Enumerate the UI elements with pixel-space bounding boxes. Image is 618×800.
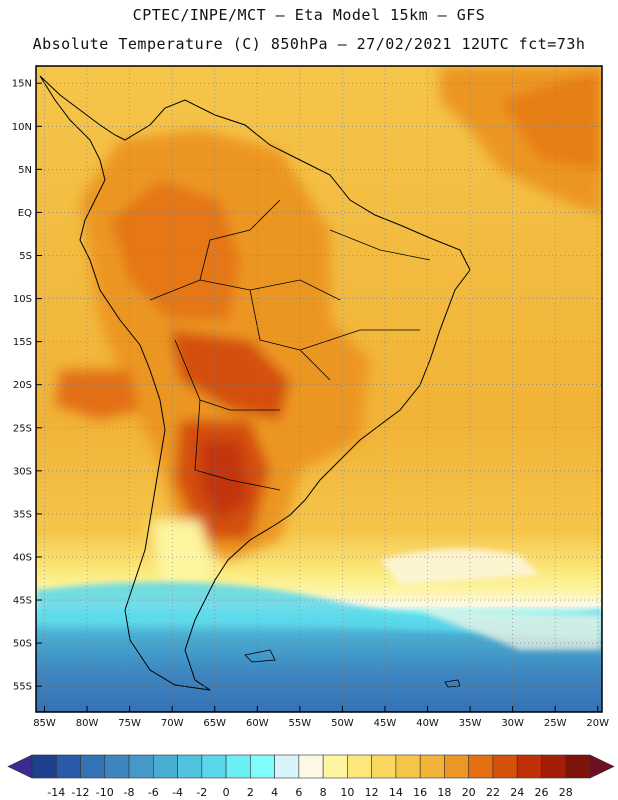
patagonia-cool-patch	[150, 520, 215, 600]
chaco-hot-core	[170, 330, 290, 420]
colorbar-label: 6	[295, 786, 302, 799]
colorbar-label: 20	[462, 786, 476, 799]
lat-tick-label: 20S	[13, 380, 32, 391]
colorbar-swatch	[347, 754, 372, 779]
colorbar-label: 22	[486, 786, 500, 799]
warm-atlantic-core	[500, 70, 602, 170]
colorbar-label: 24	[510, 786, 524, 799]
latitude-labels: 15N 10N 5N EQ 5S 10S 15S 20S 25S 30S 35S 40S 45S 50S 5…	[12, 79, 32, 693]
colorbar-swatch	[468, 754, 494, 779]
lon-tick-label: 25W	[544, 718, 567, 729]
andes-north-warm	[110, 180, 240, 320]
south-atlantic-pale	[420, 610, 602, 650]
lon-tick-label: 60W	[246, 718, 269, 729]
colorbar-label: -14	[47, 786, 65, 799]
map-title: CPTEC/INPE/MCT — Eta Model 15km — GFS	[132, 6, 486, 24]
lon-tick-label: 65W	[203, 718, 226, 729]
graticule	[36, 66, 602, 712]
colorbar-label: 28	[559, 786, 573, 799]
colorbar-swatch	[225, 754, 251, 779]
colorbar-swatch	[371, 754, 397, 779]
argentina-hottest	[200, 440, 250, 520]
colorbar-swatch	[250, 754, 275, 779]
lon-tick-label: 50W	[331, 718, 354, 729]
lat-tick-label: 40S	[13, 552, 32, 563]
colorbar-label: 14	[389, 786, 403, 799]
lon-tick-label: 30W	[501, 718, 524, 729]
colorbar-under-arrow	[7, 754, 33, 779]
colorbar-swatch	[419, 754, 445, 779]
colorbar-swatch	[104, 754, 130, 779]
colorbar-swatch	[516, 754, 542, 779]
lat-tick-label: EQ	[18, 208, 32, 219]
colorbar-label: 0	[223, 786, 230, 799]
lat-tick-label: 30S	[13, 466, 32, 477]
colorbar-label: 12	[365, 786, 379, 799]
colorbar-swatch	[274, 754, 300, 779]
lon-tick-label: 75W	[118, 718, 141, 729]
country-borders	[149, 199, 431, 491]
map-subtitle: Absolute Temperature (C) 850hPa — 27/02/…	[32, 35, 586, 53]
lat-tick-label: 35S	[13, 509, 32, 520]
lon-tick-label: 85W	[33, 718, 56, 729]
lon-tick-label: 45W	[374, 718, 397, 729]
colorbar-label: -6	[148, 786, 159, 799]
colorbar	[7, 754, 615, 779]
colorbar-label: -12	[72, 786, 90, 799]
pacific-warm-blob	[55, 370, 140, 420]
colorbar-swatch	[55, 754, 81, 779]
colorbar-label: -2	[196, 786, 207, 799]
lat-tick-label: 45S	[13, 596, 32, 607]
colorbar-swatch	[395, 754, 421, 779]
colorbar-over-arrow	[589, 754, 615, 779]
lon-tick-label: 80W	[76, 718, 99, 729]
lat-tick-label: 10N	[12, 122, 32, 133]
colorbar-labels: -14 -12 -10 -8 -6 -4 -2 0 2 4 6 8 10 12 14 16 18 20 22 24 26…	[47, 786, 572, 799]
colorbar-label: -10	[96, 786, 114, 799]
south-america-coast	[39, 75, 471, 691]
colorbar-swatch	[128, 754, 154, 779]
lat-tick-label: 55S	[13, 682, 32, 693]
temperature-field	[36, 66, 602, 712]
lat-tick-label: 5S	[19, 251, 32, 262]
colorbar-swatch	[541, 754, 567, 779]
colorbar-label: 26	[534, 786, 548, 799]
colorbar-label: -8	[124, 786, 135, 799]
colorbar-label: 10	[340, 786, 354, 799]
map-frame	[35, 65, 603, 713]
colorbar-swatch	[492, 754, 518, 779]
colorbar-label: 4	[271, 786, 278, 799]
colorbar-label: 8	[320, 786, 327, 799]
colorbar-label: 2	[247, 786, 254, 799]
lon-tick-label: 20W	[586, 718, 609, 729]
lat-tick-label: 10S	[13, 294, 32, 305]
colorbar-swatch	[31, 754, 57, 779]
colorbar-swatch	[201, 754, 227, 779]
colorbar-label: 16	[413, 786, 427, 799]
lon-tick-label: 55W	[289, 718, 312, 729]
lon-tick-label: 35W	[459, 718, 482, 729]
longitude-labels: 85W 80W 75W 70W 65W 60W 55W 50W 45W 40W 35W 30W 25W 2…	[33, 718, 609, 729]
colorbar-swatch	[80, 754, 106, 779]
lon-tick-label: 70W	[161, 718, 184, 729]
colorbar-swatch	[565, 754, 591, 779]
lat-tick-label: 25S	[13, 423, 32, 434]
colorbar-swatch	[177, 754, 203, 779]
lon-tick-label: 40W	[416, 718, 439, 729]
colorbar-label: -4	[172, 786, 183, 799]
lat-tick-label: 50S	[13, 639, 32, 650]
colorbar-swatch	[153, 754, 178, 779]
lat-tick-label: 15N	[12, 79, 32, 90]
colorbar-swatch	[444, 754, 469, 779]
colorbar-swatch	[322, 754, 348, 779]
south-atlantic-light	[380, 548, 540, 585]
lat-tick-label: 15S	[13, 337, 32, 348]
colorbar-label: 18	[437, 786, 451, 799]
colorbar-swatch	[298, 754, 324, 779]
lat-tick-label: 5N	[18, 165, 32, 176]
